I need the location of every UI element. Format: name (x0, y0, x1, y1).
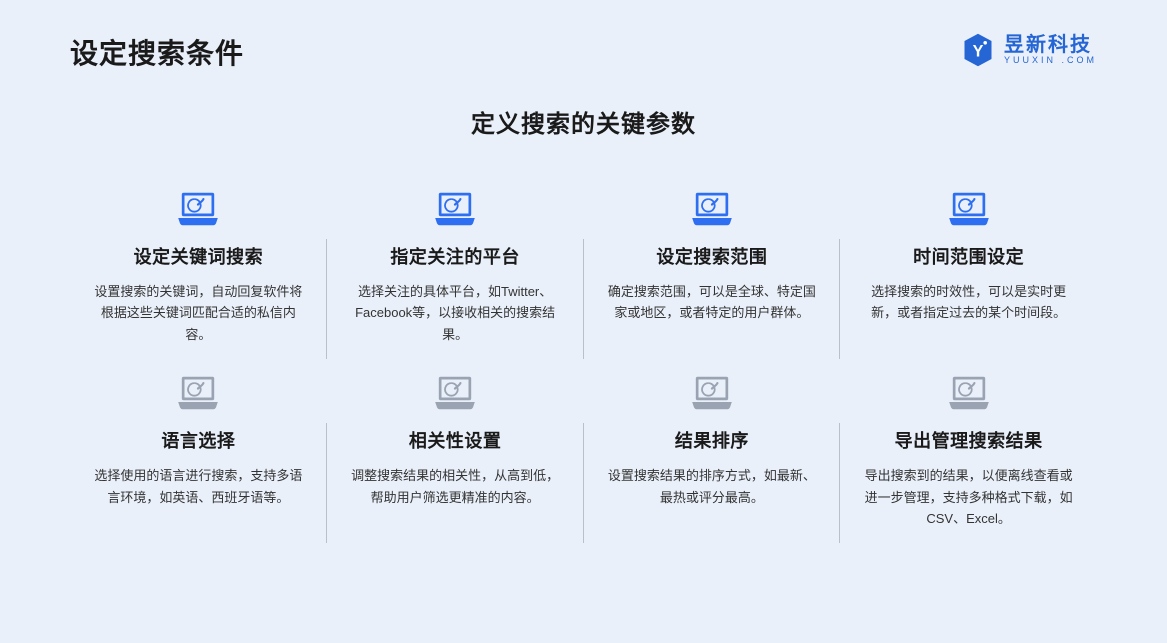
feature-desc: 选择关注的具体平台，如Twitter、Facebook等，以接收相关的搜索结果。 (351, 281, 560, 345)
feature-card: 设定搜索范围 确定搜索范围，可以是全球、特定国家或地区，或者特定的用户群体。 (584, 189, 841, 345)
feature-desc: 调整搜索结果的相关性，从高到低，帮助用户筛选更精准的内容。 (351, 465, 560, 508)
feature-title: 导出管理搜索结果 (895, 427, 1043, 453)
feature-desc: 设置搜索结果的排序方式，如最新、最热或评分最高。 (608, 465, 817, 508)
feature-title: 设定关键词搜索 (134, 243, 264, 269)
laptop-icon (431, 189, 479, 229)
feature-card: 结果排序 设置搜索结果的排序方式，如最新、最热或评分最高。 (584, 373, 841, 529)
feature-desc: 设置搜索的关键词，自动回复软件将根据这些关键词匹配合适的私信内容。 (94, 281, 303, 345)
feature-title: 相关性设置 (409, 427, 502, 453)
brand-logo-main: 昱新科技 (1004, 34, 1097, 56)
laptop-icon (174, 373, 222, 413)
laptop-icon (174, 189, 222, 229)
laptop-icon (945, 373, 993, 413)
svg-text:Y: Y (973, 42, 984, 60)
feature-desc: 选择使用的语言进行搜索，支持多语言环境，如英语、西班牙语等。 (94, 465, 303, 508)
feature-desc: 选择搜索的时效性，可以是实时更新，或者指定过去的某个时间段。 (864, 281, 1073, 324)
page-title: 设定搜索条件 (70, 32, 244, 72)
brand-logo-icon: Y (960, 32, 996, 68)
feature-card: 相关性设置 调整搜索结果的相关性，从高到低，帮助用户筛选更精准的内容。 (327, 373, 584, 529)
laptop-icon (431, 373, 479, 413)
feature-title: 时间范围设定 (913, 243, 1024, 269)
subtitle: 定义搜索的关键参数 (0, 104, 1167, 139)
laptop-icon (688, 373, 736, 413)
feature-grid: 设定关键词搜索 设置搜索的关键词，自动回复软件将根据这些关键词匹配合适的私信内容… (70, 189, 1097, 530)
feature-title: 指定关注的平台 (390, 243, 520, 269)
feature-card: 语言选择 选择使用的语言进行搜索，支持多语言环境，如英语、西班牙语等。 (70, 373, 327, 529)
feature-card: 指定关注的平台 选择关注的具体平台，如Twitter、Facebook等，以接收… (327, 189, 584, 345)
feature-card: 设定关键词搜索 设置搜索的关键词，自动回复软件将根据这些关键词匹配合适的私信内容… (70, 189, 327, 345)
feature-title: 结果排序 (675, 427, 749, 453)
laptop-icon (945, 189, 993, 229)
laptop-icon (688, 189, 736, 229)
brand-logo: Y 昱新科技 YUUXIN .COM (960, 32, 1097, 68)
brand-logo-sub: YUUXIN .COM (1004, 56, 1097, 66)
feature-desc: 导出搜索到的结果，以便离线查看或进一步管理，支持多种格式下载，如CSV、Exce… (864, 465, 1073, 529)
feature-title: 设定搜索范围 (656, 243, 767, 269)
feature-desc: 确定搜索范围，可以是全球、特定国家或地区，或者特定的用户群体。 (608, 281, 817, 324)
feature-title: 语言选择 (161, 427, 235, 453)
feature-card: 导出管理搜索结果 导出搜索到的结果，以便离线查看或进一步管理，支持多种格式下载，… (840, 373, 1097, 529)
feature-card: 时间范围设定 选择搜索的时效性，可以是实时更新，或者指定过去的某个时间段。 (840, 189, 1097, 345)
